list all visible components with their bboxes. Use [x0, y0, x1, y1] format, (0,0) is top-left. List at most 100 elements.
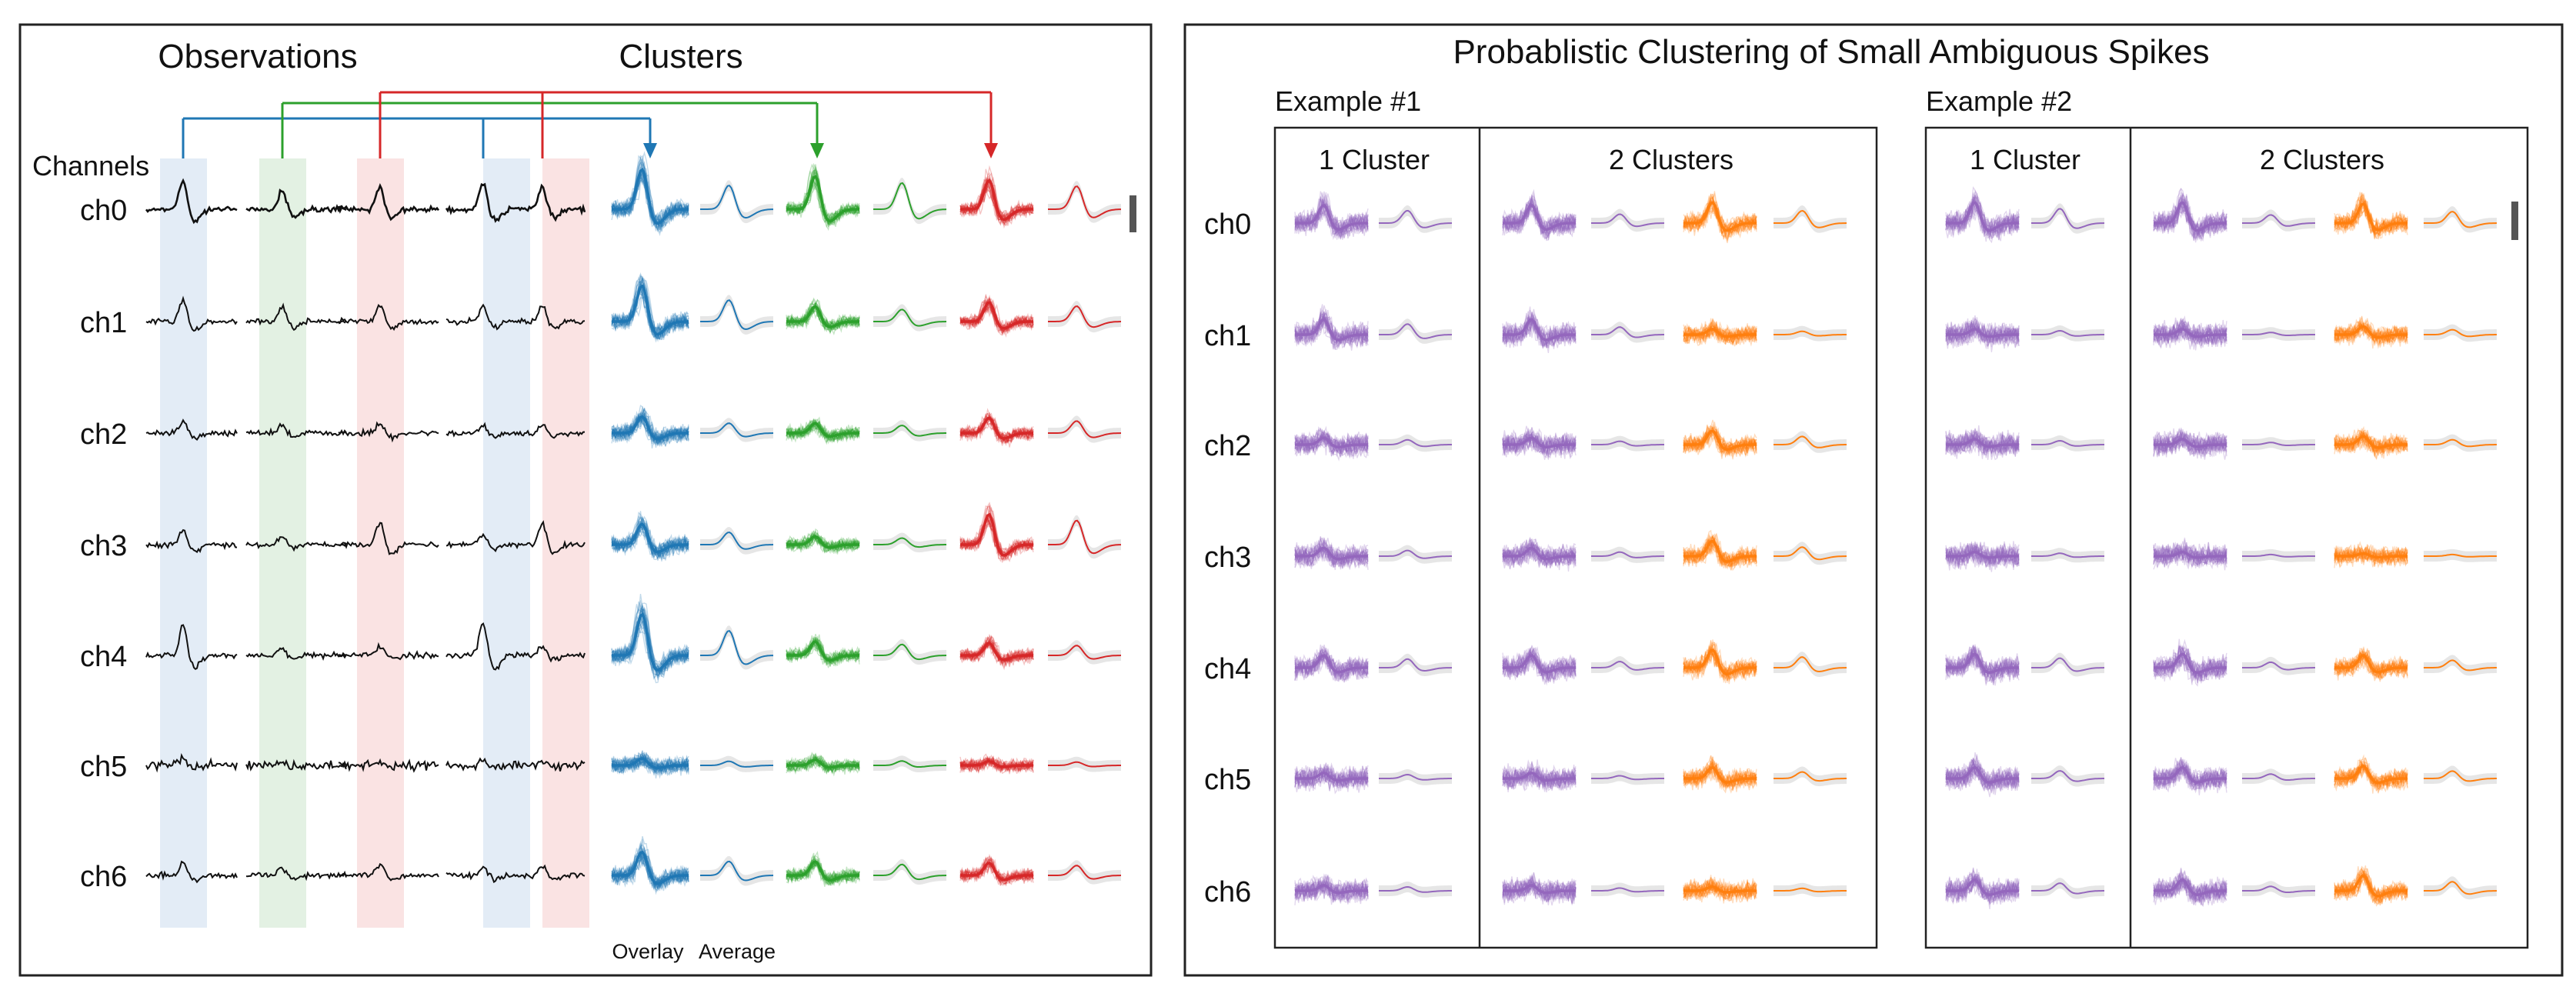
blue-cluster-overlay [611, 405, 689, 449]
ex1-one-cluster-average [1379, 545, 1452, 564]
ex2-orange-cluster-overlay [2334, 646, 2408, 682]
ex2-one-cluster-overlay [1945, 540, 2020, 572]
red-cluster-average [1048, 756, 1121, 772]
example-1-label: Example #1 [1275, 85, 1421, 117]
red-cluster-overlay [959, 633, 1034, 671]
ex2-one-cluster-overlay [1945, 867, 2020, 909]
observation-band [259, 158, 306, 928]
ex1-purple-cluster-overlay [1502, 425, 1577, 460]
blue-cluster-overlay [611, 750, 689, 779]
right-channel-label: ch5 [1204, 764, 1251, 796]
right-scale-bar [2511, 202, 2518, 240]
ex2-one-cluster-average [2031, 652, 2105, 677]
example-1-one-cluster-label: 1 Cluster [1319, 144, 1430, 175]
right-channel-label: ch3 [1204, 542, 1251, 574]
ex1-orange-cluster-average [1774, 882, 1847, 898]
ex1-purple-cluster-overlay [1502, 759, 1577, 793]
red-cluster-average [1048, 640, 1122, 665]
ex1-one-cluster-average [1379, 653, 1453, 676]
ex2-purple-cluster-average [2242, 209, 2315, 232]
ex2-one-cluster-overlay [1945, 186, 2020, 244]
red-cluster-overlay [959, 753, 1034, 775]
ex1-orange-cluster-average [1774, 542, 1847, 565]
observation-trace-ch4 [145, 622, 586, 671]
ex1-purple-cluster-average [1591, 656, 1664, 675]
observation-trace-ch1 [145, 295, 586, 332]
ex1-one-cluster-overlay [1294, 304, 1369, 351]
blue-cluster-average [700, 755, 773, 772]
ex2-one-cluster-average [2031, 765, 2104, 787]
green-cluster-average [873, 420, 946, 442]
ex2-orange-cluster-average [2424, 765, 2497, 787]
ex2-purple-cluster-overlay [2153, 537, 2227, 571]
ex1-orange-cluster-average [1774, 325, 1847, 342]
example-1-two-clusters-label: 2 Clusters [1609, 144, 1733, 175]
red-cluster-average [1048, 415, 1122, 443]
cluster-waveforms [611, 151, 1122, 895]
ex2-orange-cluster-overlay [2334, 425, 2408, 461]
example-2-one-cluster-label: 1 Cluster [1970, 144, 2080, 175]
green-cluster-average [873, 178, 947, 225]
ex2-purple-cluster-average [2242, 327, 2315, 341]
ex1-orange-cluster-overlay [1683, 191, 1757, 244]
green-cluster-overlay [786, 633, 860, 668]
right-panel-frame [1183, 23, 2564, 977]
ex1-one-cluster-overlay [1294, 873, 1369, 905]
ex1-one-cluster-average [1379, 205, 1453, 233]
left-channel-label: ch4 [80, 641, 127, 673]
blue-cluster-average [700, 527, 774, 555]
blue-cluster-overlay [611, 151, 689, 237]
blue-cluster-average [700, 625, 773, 670]
observation-trace-ch2 [145, 418, 585, 443]
ex1-purple-cluster-overlay [1502, 872, 1577, 906]
left-scale-bar [1130, 195, 1136, 232]
ex1-orange-cluster-overlay [1683, 419, 1757, 460]
green-cluster-average [873, 638, 947, 665]
ex2-orange-cluster-average [2424, 548, 2497, 562]
blue-cluster-average [700, 180, 773, 224]
ex2-orange-cluster-average [2424, 655, 2497, 676]
ex1-one-cluster-average [1379, 769, 1452, 785]
ex1-one-cluster-average [1379, 434, 1452, 452]
right-panel-title: Probablistic Clustering of Small Ambiguo… [1453, 33, 2209, 71]
red-cluster-average [1048, 301, 1122, 333]
ex2-orange-cluster-overlay [2334, 192, 2408, 240]
ex2-purple-cluster-average [2242, 768, 2315, 785]
left-channel-label: ch1 [80, 307, 127, 339]
ex2-purple-cluster-average [2242, 656, 2315, 675]
ex2-one-cluster-overlay [1945, 425, 2020, 461]
observation-trace-ch3 [145, 520, 586, 555]
ex2-purple-cluster-overlay [2153, 757, 2227, 795]
red-cluster-overlay [959, 502, 1034, 563]
ex2-purple-cluster-overlay [2153, 188, 2227, 243]
ex1-one-cluster-overlay [1294, 536, 1369, 571]
ex1-purple-cluster-average [1591, 322, 1664, 343]
example-1-box [1273, 126, 1878, 949]
ex2-purple-cluster-overlay [2153, 427, 2227, 460]
ex2-one-cluster-average [2031, 548, 2104, 563]
ex1-orange-cluster-overlay [1683, 529, 1757, 572]
observations-header: Observations [158, 38, 357, 75]
example-2-label: Example #2 [1926, 85, 2072, 117]
red-cluster-overlay [959, 408, 1034, 448]
green-cluster-average [873, 858, 947, 885]
right-channel-labels: ch0 ch1 ch2 ch3 ch4 ch5 ch6 [1204, 208, 1251, 908]
right-channel-label: ch6 [1204, 876, 1251, 908]
green-cluster-overlay [786, 851, 860, 887]
ex2-purple-cluster-overlay [2153, 315, 2227, 351]
ex1-orange-cluster-overlay [1683, 318, 1757, 347]
example-2-box [1924, 126, 2529, 949]
ex1-purple-cluster-overlay [1502, 188, 1577, 242]
right-channel-label: ch1 [1204, 320, 1251, 352]
ex2-purple-cluster-overlay [2153, 638, 2227, 687]
ex2-one-cluster-average [2031, 878, 2104, 899]
blue-cluster-average [700, 855, 774, 886]
ex1-purple-cluster-overlay [1502, 536, 1577, 572]
left-channel-labels: ch0 ch1 ch2 ch3 ch4 ch5 ch6 [80, 195, 127, 893]
ex1-orange-cluster-average [1774, 766, 1847, 787]
observation-trace-ch5 [145, 752, 586, 773]
ex2-orange-cluster-average [2424, 876, 2498, 900]
right-channel-label: ch0 [1204, 208, 1251, 241]
red-cluster-overlay [959, 853, 1034, 887]
